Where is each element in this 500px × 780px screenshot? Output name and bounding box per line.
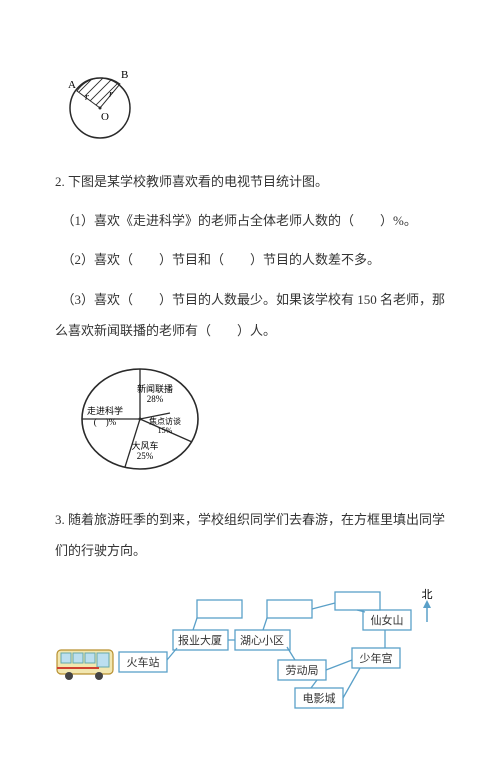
q2-part3: （3）喜欢（ ）节目的人数最少。如果该学校有 150 名老师，那么喜欢新闻联播的… — [55, 284, 445, 346]
pie-slice1-l2: 28% — [147, 394, 164, 404]
q2-part2: （2）喜欢（ ）节目和（ ）节目的人数差不多。 — [55, 244, 445, 275]
node-fairy: 仙女山 — [371, 613, 404, 627]
node-building: 报业大厦 — [178, 633, 222, 647]
figure-route-map: 北 火车站 报业大厦 — [55, 580, 445, 720]
pie-slice2-l2: 15% — [158, 426, 173, 435]
pie-slice3-l2: 25% — [137, 451, 154, 461]
node-labor: 劳动局 — [286, 664, 319, 677]
node-youth: 少年宫 — [360, 651, 393, 665]
node-bus-station: 火车站 — [127, 655, 160, 669]
q3-text: 3. 随着旅游旺季的到来，学校组织同学们去春游，在方框里填出同学们的行驶方向。 — [55, 504, 445, 566]
label-r2: r — [109, 89, 113, 100]
bus-icon — [57, 650, 113, 680]
label-b: B — [121, 69, 128, 81]
pie-slice3-l1: 大风车 — [131, 440, 158, 451]
figure-circle-sector: A B O r r — [55, 56, 445, 146]
q2-intro: 2. 下图是某学校教师喜欢看的电视节目统计图。 — [55, 166, 445, 197]
pie-slice2-l1: 焦点访谈 — [149, 416, 181, 426]
figure-pie-chart: 新闻联播 28% 焦点访谈 15% 大风车 25% 走进科学 ( )% — [65, 354, 445, 484]
pie-slice4-l2: ( )% — [94, 417, 117, 427]
label-r1: r — [85, 92, 89, 103]
label-o: O — [101, 111, 109, 123]
node-community: 湖心小区 — [240, 634, 284, 647]
node-cinema: 电影城 — [303, 692, 336, 705]
pie-slice1-l1: 新闻联播 — [137, 383, 173, 394]
north-label: 北 — [422, 588, 433, 601]
label-a: A — [68, 79, 76, 91]
q2-part1: （1）喜欢《走进科学》的老师占全体老师人数的（ ）%。 — [55, 205, 445, 236]
pie-slice4-l1: 走进科学 — [87, 405, 123, 416]
